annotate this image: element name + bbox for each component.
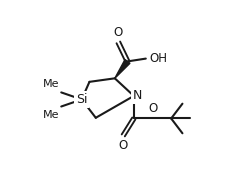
Text: O: O: [148, 102, 157, 115]
Text: OH: OH: [149, 52, 167, 65]
Text: Me: Me: [43, 79, 60, 89]
Text: Me: Me: [43, 110, 60, 120]
Text: N: N: [133, 89, 142, 102]
Text: Si: Si: [76, 93, 87, 106]
Text: O: O: [114, 26, 123, 39]
Polygon shape: [115, 59, 130, 78]
Text: O: O: [118, 139, 127, 152]
